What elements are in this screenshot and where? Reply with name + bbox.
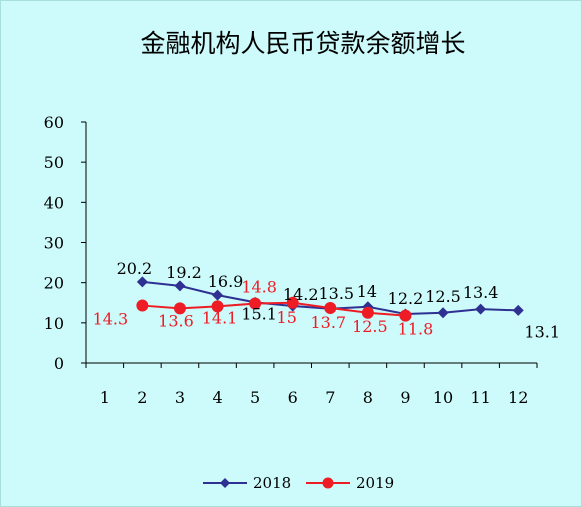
y-tick-label: 0	[54, 354, 64, 373]
x-tick-label: 7	[325, 388, 335, 407]
data-label: 13.7	[310, 313, 346, 332]
series-line-2019	[142, 301, 406, 317]
data-label: 12.2	[388, 289, 424, 308]
data-label: 15	[277, 308, 297, 327]
x-tick-label: 12	[508, 388, 528, 407]
data-point-marker	[512, 304, 524, 316]
data-point-marker	[173, 302, 186, 315]
data-label: 14.1	[202, 308, 238, 327]
legend-label: 2019	[356, 474, 394, 492]
data-label: 13.4	[463, 283, 499, 302]
data-label: 14.8	[241, 278, 277, 297]
data-point-marker	[136, 276, 148, 288]
data-label: 14.3	[93, 310, 129, 329]
data-label: 12.5	[425, 287, 461, 306]
series-layer	[136, 276, 524, 322]
x-tick-label: 6	[288, 388, 298, 407]
data-label: 14	[357, 282, 377, 301]
x-tick-label: 5	[250, 388, 260, 407]
y-tick-label: 10	[44, 314, 64, 333]
data-point-marker	[475, 303, 487, 315]
data-point-marker	[174, 280, 186, 292]
x-tick-label: 10	[433, 388, 453, 407]
chart-title: 金融机构人民币贷款余额增长	[140, 29, 465, 58]
y-tick-label: 30	[44, 234, 64, 253]
data-label: 15.1	[241, 304, 277, 323]
data-label: 19.2	[166, 263, 202, 282]
legend-label: 2018	[253, 474, 291, 492]
data-label: 16.9	[208, 272, 244, 291]
data-point-marker	[136, 299, 149, 312]
x-tick-label: 8	[363, 388, 373, 407]
data-point-marker	[361, 306, 374, 319]
x-tick-label: 11	[470, 388, 490, 407]
x-tick-label: 2	[137, 388, 147, 407]
data-point-marker	[437, 307, 449, 319]
x-tick-label: 9	[400, 388, 410, 407]
data-label: 11.8	[398, 320, 434, 339]
data-point-marker	[211, 300, 224, 313]
data-label: 13.6	[158, 311, 194, 330]
data-point-marker	[249, 297, 262, 310]
legend-swatch-marker	[220, 478, 230, 488]
legend: 2018 2019	[203, 474, 394, 492]
data-point-marker	[324, 301, 337, 314]
x-tick-label: 1	[100, 388, 110, 407]
data-label: 13.5	[318, 284, 354, 303]
y-tick-label: 40	[44, 193, 64, 212]
data-point-marker	[399, 309, 412, 322]
data-label: 14.2	[283, 285, 319, 304]
data-label: 20.2	[117, 259, 153, 278]
y-tick-label: 60	[44, 113, 64, 132]
data-label-layer: 20.2 19.2 16.915.114.2 13.5 14 12.2 12.5 13.413…	[93, 259, 560, 342]
data-point-marker	[286, 296, 299, 309]
x-tick-label: 4	[212, 388, 222, 407]
y-tick-label: 50	[44, 153, 64, 172]
x-tick-label: 3	[175, 388, 185, 407]
data-label: 13.1	[524, 322, 560, 341]
data-label: 12.5	[352, 317, 388, 336]
data-point-marker	[212, 289, 224, 301]
legend-swatch-marker	[322, 477, 334, 489]
y-tick-label: 20	[44, 274, 64, 293]
